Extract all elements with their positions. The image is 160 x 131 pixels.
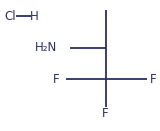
Text: H: H xyxy=(30,10,39,23)
Text: F: F xyxy=(101,107,108,121)
Text: Cl: Cl xyxy=(5,10,16,23)
Text: F: F xyxy=(53,73,59,86)
Text: F: F xyxy=(150,73,156,86)
Text: H₂N: H₂N xyxy=(35,41,57,54)
